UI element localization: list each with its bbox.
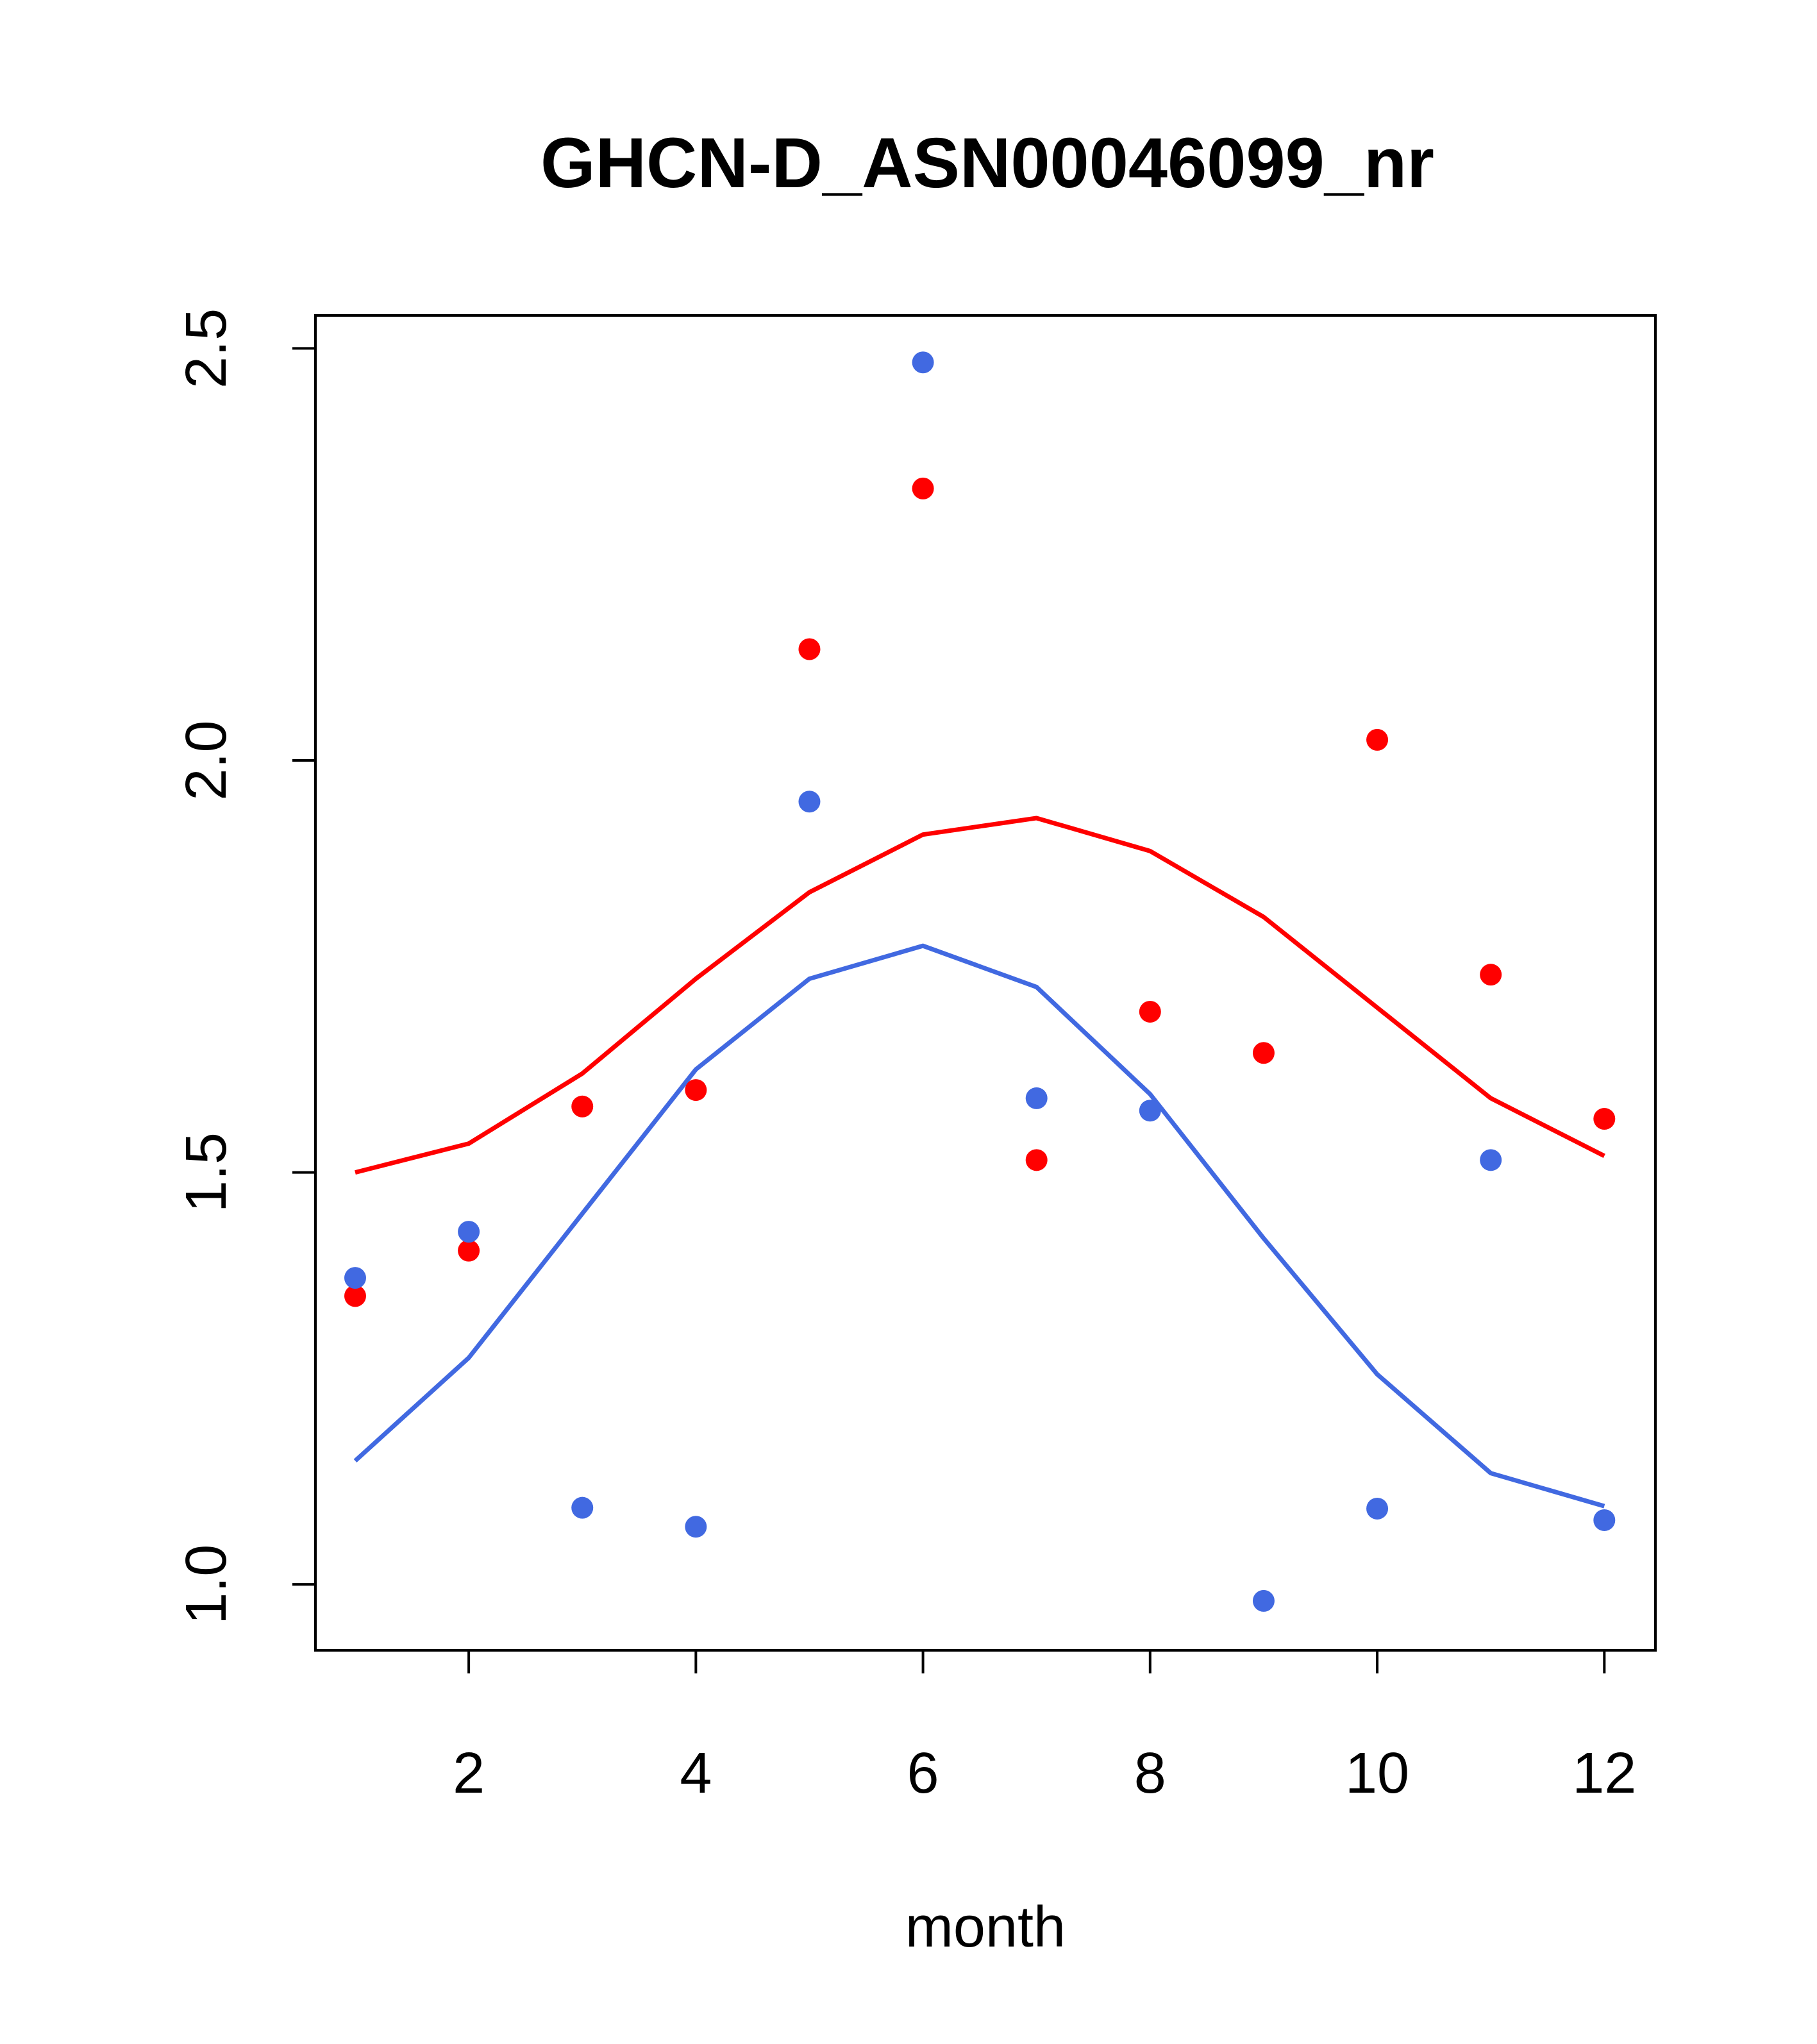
y-tick-label: 1.0: [174, 1545, 239, 1625]
blue-point-9: [1252, 1589, 1275, 1612]
x-axis: 2 4 6 8 10 12: [453, 1649, 1636, 1805]
red-point-9: [1252, 1042, 1275, 1064]
plot-frame: [314, 314, 1657, 1652]
blue-point-8: [1139, 1100, 1161, 1122]
red-point-4: [685, 1079, 707, 1102]
blue-point-6: [912, 351, 934, 374]
red-point-3: [571, 1095, 594, 1118]
red-point-1: [344, 1285, 366, 1307]
red-line: [355, 816, 1605, 1175]
blue-point-12: [1593, 1509, 1616, 1531]
red-point-8: [1139, 1000, 1161, 1023]
x-tick-label: 2: [453, 1741, 485, 1805]
blue-point-1: [344, 1267, 366, 1289]
chart-title: GHCN-D_ASN00046099_nr: [540, 124, 1434, 203]
blue-point-3: [571, 1496, 594, 1519]
x-tick-label: 10: [1345, 1741, 1409, 1805]
blue-point-11: [1480, 1149, 1502, 1171]
x-axis-title: month: [905, 1895, 1066, 1959]
y-tick-label: 2.5: [174, 308, 239, 389]
series-layer: [344, 351, 1616, 1612]
red-point-5: [798, 638, 821, 660]
x-tick-label: 12: [1572, 1741, 1636, 1805]
blue-point-4: [685, 1516, 707, 1538]
x-tick-label: 6: [907, 1741, 939, 1805]
y-tick-label: 1.5: [174, 1132, 239, 1212]
red-point-10: [1366, 728, 1389, 751]
red-point-2: [458, 1239, 480, 1262]
blue-point-2: [458, 1221, 480, 1243]
red-point-12: [1593, 1108, 1616, 1130]
blue-point-7: [1025, 1087, 1048, 1109]
red-point-7: [1025, 1149, 1048, 1171]
y-tick-label: 2.0: [174, 720, 239, 800]
y-axis: 1.0 1.5 2.0 2.5: [174, 308, 317, 1625]
red-point-11: [1480, 964, 1502, 986]
blue-point-10: [1366, 1497, 1389, 1520]
red-point-6: [912, 477, 934, 499]
x-tick-label: 4: [680, 1741, 712, 1805]
blue-point-5: [798, 791, 821, 813]
blue-line: [353, 943, 1605, 1509]
x-tick-label: 8: [1134, 1741, 1166, 1805]
